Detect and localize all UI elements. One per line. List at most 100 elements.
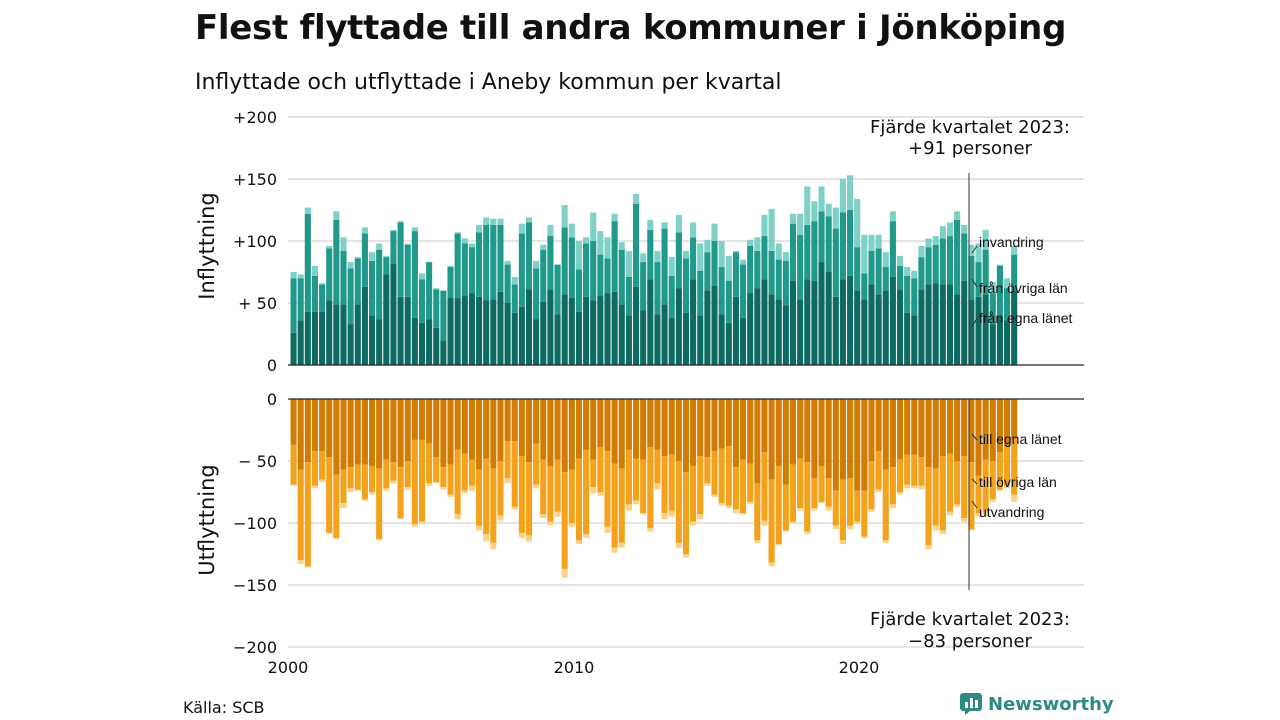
bar-out-utvandring <box>832 525 839 530</box>
bar-in-ovriga <box>418 279 426 323</box>
bar-out-ovriga <box>376 468 383 540</box>
bar-in-egna <box>690 279 697 365</box>
bar-out-utvandring <box>383 488 390 491</box>
bar-out-utvandring <box>290 484 297 486</box>
bar-out-ovriga <box>504 441 511 479</box>
bar-in-egna <box>340 304 347 365</box>
bar-in-egna <box>954 294 961 365</box>
bar-in-invandring <box>583 237 590 244</box>
bar-in-invandring <box>896 255 904 266</box>
bar-out-utvandring <box>968 529 975 531</box>
bar-in-egna <box>896 289 904 365</box>
bar-in-invandring <box>754 237 761 251</box>
bar-out-utvandring <box>889 504 896 509</box>
bar-in-ovriga <box>811 221 818 281</box>
bar-out-ovriga <box>725 446 732 506</box>
label-leader <box>971 245 978 254</box>
bar-out-utvandring <box>311 485 319 489</box>
bar-in-invandring <box>975 243 982 263</box>
bar-in-egna <box>697 315 704 365</box>
bar-out-utvandring <box>411 524 418 527</box>
bar-in-ovriga <box>975 262 982 297</box>
bar-out-egna <box>547 399 554 466</box>
bar-out-egna <box>368 399 376 466</box>
bar-in-ovriga <box>754 250 761 289</box>
bar-out-egna <box>590 399 597 460</box>
bar-out-utvandring <box>361 499 368 501</box>
bar-out-utvandring <box>540 514 547 519</box>
bar-out-ovriga <box>825 478 832 507</box>
bar-out-utvandring <box>476 525 483 531</box>
bar-out-ovriga <box>996 452 1003 490</box>
bar-out-utvandring <box>989 499 996 502</box>
bar-in-ovriga <box>433 289 440 328</box>
bar-in-ovriga <box>718 267 725 315</box>
bar-in-ovriga <box>775 259 782 300</box>
bar-in-ovriga <box>476 232 483 297</box>
bar-out-egna <box>682 399 690 473</box>
bar-out-utvandring <box>768 562 775 567</box>
bar-in-ovriga <box>711 241 718 286</box>
bar-in-ovriga <box>946 236 954 285</box>
bar-out-utvandring <box>347 488 354 492</box>
bar-in-egna <box>611 291 618 365</box>
bar-out-utvandring <box>340 503 347 509</box>
bar-out-egna <box>383 399 390 460</box>
bar-in-egna <box>618 304 625 365</box>
bar-out-ovriga <box>861 490 868 537</box>
bar-in-egna <box>433 327 440 365</box>
bar-out-egna <box>618 399 625 469</box>
label-fran-ovriga-lan: från övriga län <box>979 280 1068 296</box>
bar-out-egna <box>668 399 675 455</box>
bar-in-egna <box>304 311 311 365</box>
bar-out-utvandring <box>654 483 661 490</box>
top-ytick-label: +150 <box>233 170 277 189</box>
bar-in-egna <box>775 299 782 365</box>
bar-out-ovriga <box>632 458 640 501</box>
bar-out-utvandring <box>604 526 611 533</box>
bar-in-invandring <box>768 208 775 251</box>
bar-out-egna <box>654 399 661 450</box>
bar-out-ovriga <box>597 447 604 492</box>
bar-out-utvandring <box>640 513 647 515</box>
bar-in-ovriga <box>1004 288 1011 321</box>
bar-out-utvandring <box>854 521 861 525</box>
bar-in-ovriga <box>319 284 326 312</box>
bar-out-ovriga <box>789 464 797 522</box>
bar-in-ovriga <box>896 265 904 290</box>
bar-out-utvandring <box>954 504 961 507</box>
bar-out-ovriga <box>804 462 811 532</box>
bar-in-invandring <box>540 244 547 250</box>
bar-out-utvandring <box>319 479 326 483</box>
bar-out-utvandring <box>1004 485 1011 489</box>
newsworthy-logo-icon <box>960 693 982 715</box>
bar-in-ovriga <box>411 231 418 318</box>
bar-in-invandring <box>547 224 554 237</box>
bar-in-egna <box>889 276 896 365</box>
bar-out-ovriga <box>968 462 975 530</box>
top-ytick-label: +200 <box>233 108 277 127</box>
bar-in-ovriga <box>825 216 832 272</box>
bar-in-egna <box>740 317 747 365</box>
bar-out-egna <box>904 399 911 455</box>
bar-in-ovriga <box>682 258 690 313</box>
top-ytick-label: + 50 <box>238 294 277 313</box>
bar-out-ovriga <box>768 479 775 563</box>
chart-title: Flest flyttade till andra kommuner i Jön… <box>195 8 1067 48</box>
bar-out-ovriga <box>383 459 390 489</box>
bar-in-invandring <box>854 198 861 248</box>
bar-in-ovriga <box>376 249 383 320</box>
bar-in-ovriga <box>461 243 468 296</box>
bar-in-egna <box>925 284 932 365</box>
bar-in-invandring <box>504 260 511 265</box>
bar-out-ovriga <box>525 462 533 536</box>
bar-out-utvandring <box>433 482 440 484</box>
axes <box>288 173 1084 590</box>
bars <box>290 175 1018 578</box>
bar-in-ovriga <box>904 275 911 313</box>
bar-in-egna <box>711 285 718 365</box>
bar-in-invandring <box>982 229 989 250</box>
bar-out-egna <box>319 399 326 452</box>
bar-in-egna <box>361 286 368 365</box>
bar-in-invandring <box>818 186 825 212</box>
